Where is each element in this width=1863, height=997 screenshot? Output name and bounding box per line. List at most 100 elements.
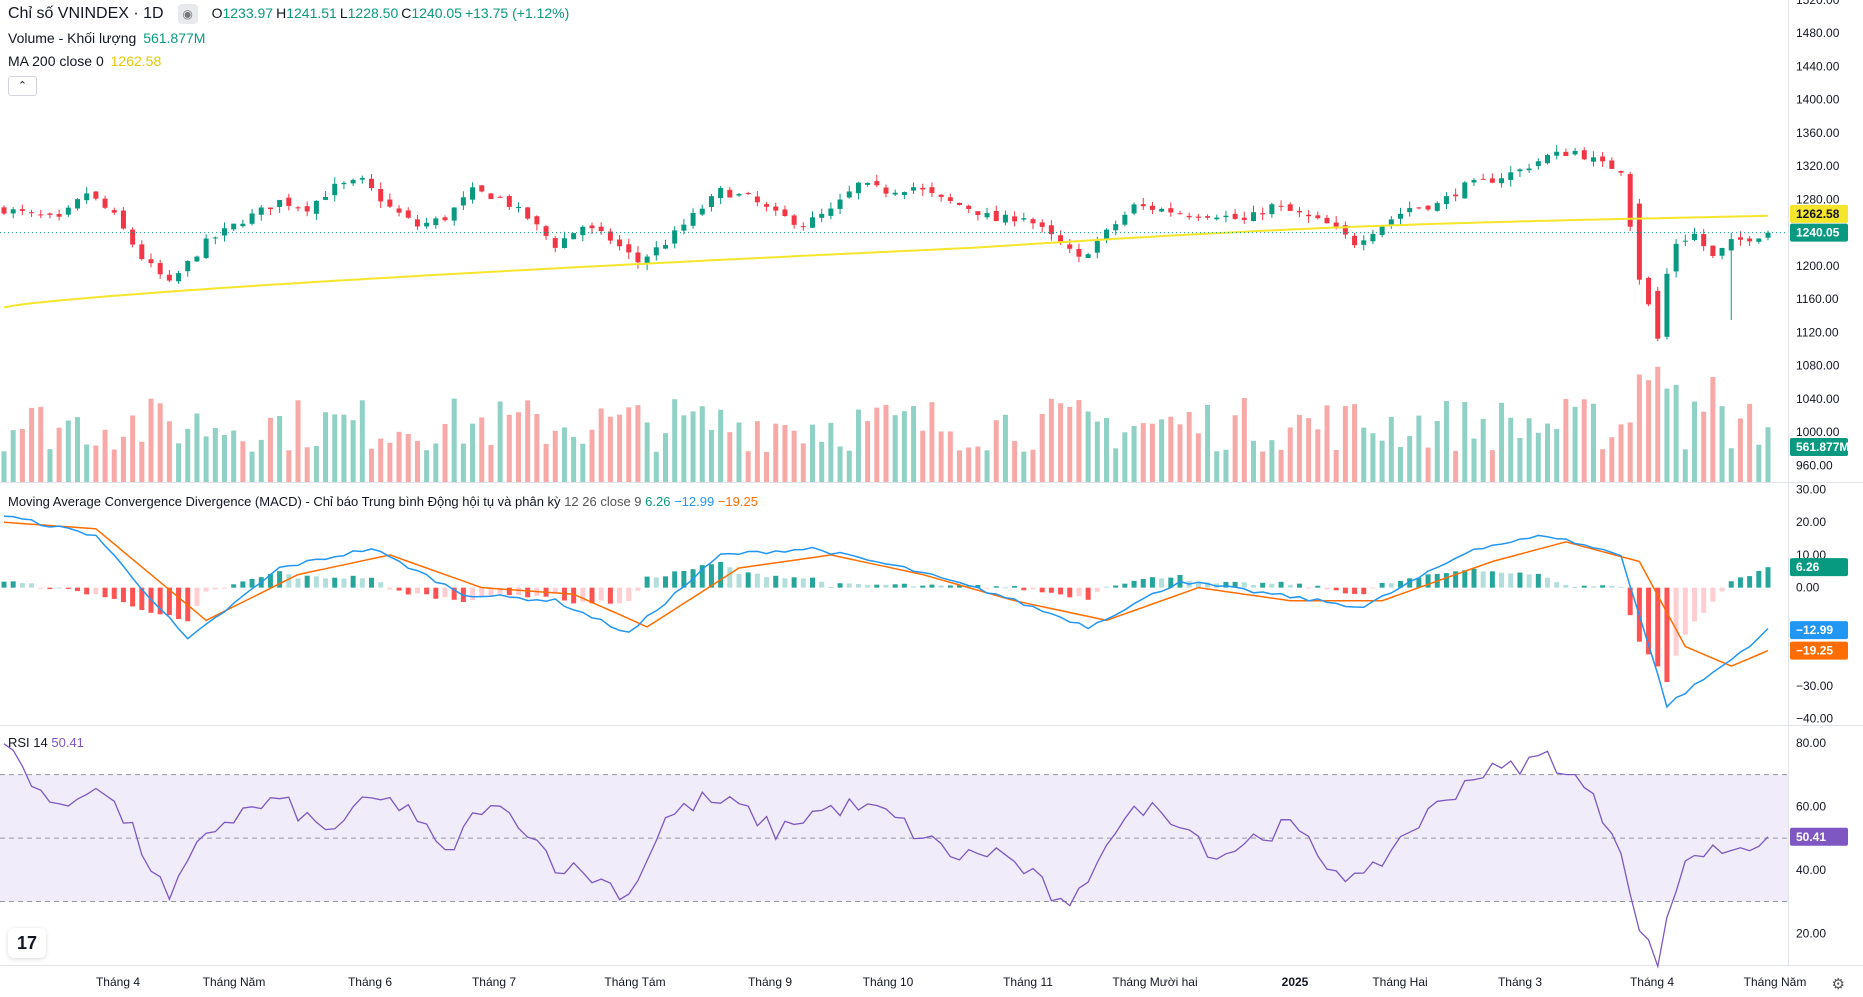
macd-histogram-bar	[341, 578, 347, 588]
volume-value: 561.877M	[143, 30, 206, 46]
price-axis-label: 1000.00	[1796, 425, 1840, 439]
macd-legend[interactable]: Moving Average Convergence Divergence (M…	[8, 493, 758, 511]
macd-histogram-bar	[1315, 585, 1321, 588]
macd-histogram-bar	[102, 587, 108, 598]
volume-bar	[359, 400, 365, 482]
volume-bar	[56, 427, 62, 482]
macd-histogram-bar	[635, 587, 641, 591]
macd-histogram-bar	[29, 583, 35, 588]
volume-bar	[534, 413, 540, 482]
candle-body	[589, 225, 595, 229]
macd-histogram-bar	[1269, 583, 1275, 588]
time-axis-label: Tháng Tám	[604, 975, 665, 989]
close-value: 1240.05	[411, 5, 462, 21]
volume-bar	[1131, 425, 1137, 482]
candle-body	[791, 215, 797, 225]
macd-histogram-bar	[1104, 586, 1109, 588]
candle-body	[56, 213, 62, 217]
volume-bar	[479, 417, 485, 482]
volume-bar	[1352, 404, 1358, 482]
macd-histogram-bar	[773, 575, 779, 588]
macd-params: 12 26 close 9	[564, 494, 642, 509]
rsi-legend[interactable]: RSI 14 50.41	[8, 734, 84, 752]
macd-histogram-bar	[525, 587, 531, 598]
volume-bar	[1692, 401, 1697, 482]
candle-body	[1104, 229, 1109, 240]
volume-bar	[1168, 416, 1174, 482]
candle-body	[718, 188, 724, 199]
macd-histogram-bar	[323, 578, 329, 588]
volume-badge-bg	[1790, 438, 1848, 456]
macd-histogram-bar	[267, 574, 273, 588]
volume-bar	[1499, 402, 1505, 482]
volume-bar	[626, 407, 632, 482]
macd-histogram-bar	[10, 581, 16, 588]
macd-histogram-bar	[727, 567, 733, 588]
candle-body	[277, 199, 283, 207]
macd-signal-badge-bg	[1790, 641, 1848, 660]
candle-body	[1113, 224, 1119, 231]
macd-histogram-bar	[883, 584, 889, 588]
ma-legend[interactable]: MA 200 close 0 1262.58	[8, 52, 161, 70]
macd-histogram-bar	[516, 587, 521, 595]
macd-histogram-bar	[589, 587, 595, 604]
volume-bar	[1407, 435, 1413, 482]
candle-body	[350, 179, 356, 184]
candle-body	[1122, 214, 1128, 225]
macd-histogram-bar	[387, 587, 393, 590]
macd-histogram-bar	[304, 575, 310, 588]
macd-histogram-bar	[212, 587, 218, 590]
candle-body	[1627, 174, 1633, 227]
macd-histogram-bar	[1407, 578, 1413, 588]
price-axis-label: 1400.00	[1796, 93, 1840, 107]
macd-histogram-bar	[1030, 587, 1036, 590]
volume-legend[interactable]: Volume - Khối lượng 561.877M	[8, 29, 205, 47]
volume-bar	[708, 429, 714, 482]
volume-bar	[1590, 403, 1596, 482]
macd-histogram-bar	[1085, 587, 1091, 600]
candle-body	[810, 217, 815, 228]
macd-histogram-bar	[1590, 586, 1596, 588]
candle-body	[1747, 238, 1753, 242]
volume-bar	[993, 420, 999, 482]
time-axis-label: Tháng 7	[472, 975, 516, 989]
candle-body	[1094, 240, 1100, 253]
high-value: 1241.51	[286, 5, 337, 21]
volume-bar	[1149, 423, 1155, 482]
candle-body	[1407, 208, 1413, 213]
macd-histogram-bar	[957, 585, 962, 588]
candle-body	[1453, 194, 1459, 197]
eye-icon[interactable]: ◉	[177, 4, 198, 25]
candle-body	[1581, 150, 1587, 160]
volume-bar	[1747, 403, 1753, 482]
candle-body	[1333, 222, 1339, 228]
volume-bar	[1306, 418, 1312, 482]
candle-body	[580, 226, 586, 236]
symbol-title[interactable]: Chỉ số VNINDEX · 1D	[8, 5, 164, 22]
macd-histogram-bar	[1471, 568, 1477, 588]
volume-bar	[378, 438, 384, 482]
price-axis-label: 1480.00	[1796, 26, 1840, 40]
macd-histogram-bar	[479, 587, 485, 597]
collapse-legend-button[interactable]: ⌃	[8, 76, 37, 96]
volume-bar	[1471, 438, 1477, 482]
candle-body	[258, 207, 264, 215]
volume-bar	[102, 429, 108, 482]
volume-bar	[1140, 423, 1146, 482]
price-axis-label: 1160.00	[1796, 292, 1839, 306]
candle-body	[19, 209, 25, 211]
candle-body	[1692, 233, 1697, 240]
tradingview-logo[interactable]: 17	[8, 928, 46, 958]
price-axis-label: 1080.00	[1796, 359, 1840, 373]
macd-histogram-bar	[791, 577, 797, 588]
candle-body	[369, 178, 374, 189]
macd-histogram-bar	[1149, 577, 1155, 588]
volume-bar	[617, 414, 623, 482]
candle-body	[1765, 232, 1771, 238]
macd-histogram-bar	[286, 574, 292, 588]
gear-icon[interactable]: ⚙	[1831, 976, 1845, 993]
macd-histogram-bar	[1241, 582, 1247, 588]
macd-histogram-bar	[1223, 581, 1229, 588]
change-value: +13.75 (+1.12%)	[464, 5, 570, 21]
